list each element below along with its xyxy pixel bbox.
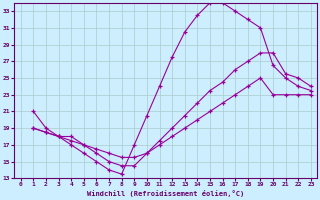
X-axis label: Windchill (Refroidissement éolien,°C): Windchill (Refroidissement éolien,°C)	[87, 190, 244, 197]
